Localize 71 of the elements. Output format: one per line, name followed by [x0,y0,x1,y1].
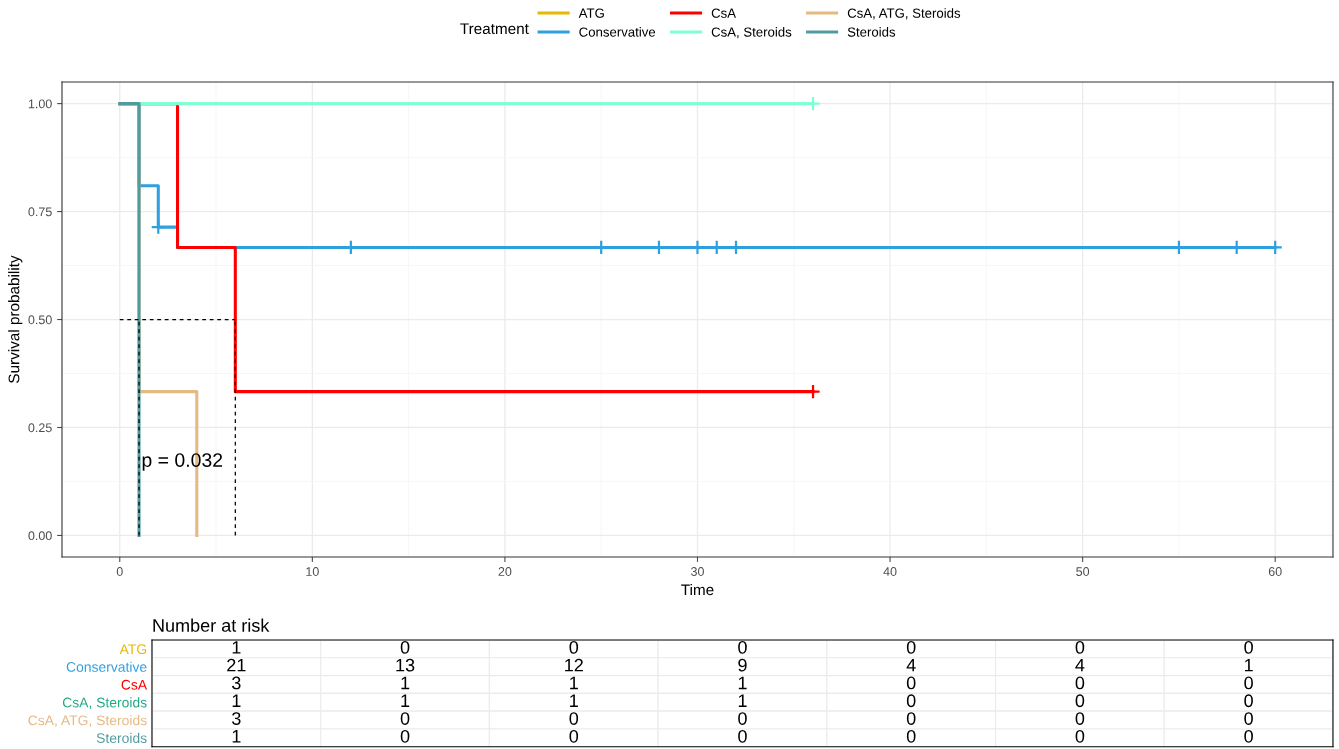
legend-label: CsA, ATG, Steroids [847,8,961,20]
data-label: 0 [400,640,410,654]
y-tick-label: 1.00 [28,99,52,109]
y-tick-label: CsA, Steroids [62,697,147,710]
data-label: 3 [232,712,241,725]
data-label: 0 [906,640,916,654]
data-label: 4 [906,658,916,672]
data-label: 0 [738,640,747,654]
data-label: 0 [400,712,410,725]
chart-title: Number at risk [153,618,270,632]
data-label: 0 [906,729,916,743]
data-label: 9 [738,658,747,672]
legend-label: CsA [711,8,736,18]
y-tick-label: 0.50 [28,315,52,325]
data-label: 0 [1244,729,1253,743]
x-axis-title: Time [681,583,714,596]
y-tick-label: CsA, ATG, Steroids [28,715,147,727]
data-label: 0 [1244,694,1253,708]
data-label: 0 [738,729,747,743]
legend-label: ATG [578,8,604,18]
legend-label: Conservative [579,27,656,37]
data-label: 1 [232,641,241,654]
data-label: 1 [738,676,747,690]
x-tick-label: 20 [498,567,512,576]
data-label: 0 [569,640,579,654]
y-tick-label: 0.00 [28,531,52,541]
data-label: 1 [570,694,578,707]
data-label: 0 [400,729,410,743]
legend-title: Treatment [460,23,529,35]
data-label: 13 [396,658,415,672]
data-label: 0 [1075,729,1085,743]
data-label: 1 [232,730,241,743]
data-label: 0 [1244,676,1253,690]
x-tick-label: 30 [691,567,704,576]
data-label: 1 [401,694,410,707]
data-label: 21 [227,658,246,672]
data-label: 0 [1075,676,1085,690]
y-tick-label: CsA [121,679,148,690]
data-label: 0 [1244,640,1253,654]
data-label: 0 [569,712,579,725]
data-label: 0 [906,694,916,708]
y-tick-label: ATG [119,644,147,655]
y-tick-label: Steroids [96,732,147,744]
data-label: 1 [1244,658,1253,672]
x-tick-label: 10 [306,567,319,576]
y-tick-label: Conservative [66,661,147,672]
x-tick-label: 60 [1268,567,1282,576]
data-label: 1 [570,676,578,690]
data-label: 0 [906,676,916,690]
data-label: 0 [906,712,916,725]
data-label: 1 [738,694,747,707]
legend-label: Steroids [847,27,896,37]
x-tick-label: 50 [1076,567,1090,576]
data-label: 0 [1075,640,1085,654]
data-label: 0 [738,712,747,725]
data-label: 12 [565,658,583,672]
legend-label: CsA, Steroids [711,27,792,39]
data-label: 4 [1075,658,1085,672]
x-tick-label: 40 [883,567,897,576]
x-tick-label: 0 [116,567,123,576]
data-label: 1 [401,676,410,690]
data-label: 1 [232,694,241,707]
y-axis-title: Survival probability [8,255,23,383]
data-label: 3 [232,676,241,690]
annotation: p = 0.032 [142,453,223,471]
data-label: 0 [569,729,579,743]
data-label: 0 [1075,712,1085,725]
y-tick-label: 0.25 [28,423,52,433]
y-tick-label: 0.75 [28,207,52,217]
data-label: 0 [1244,712,1253,725]
data-label: 0 [1075,694,1085,708]
